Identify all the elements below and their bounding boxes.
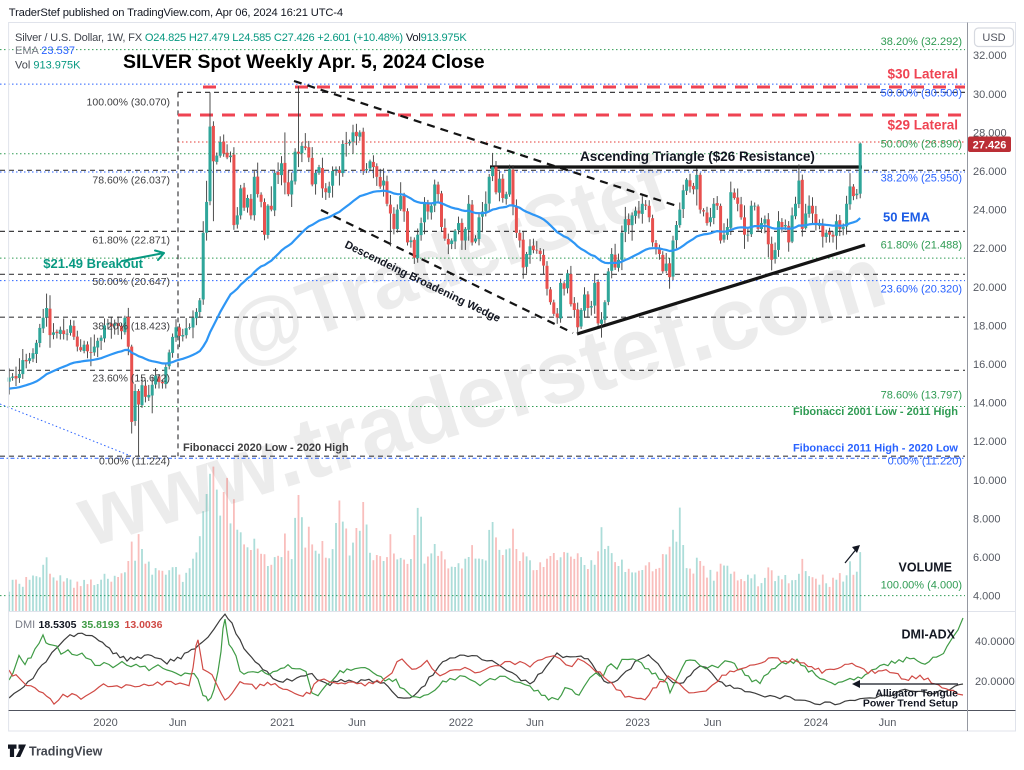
svg-text:23.60% (20.320): 23.60% (20.320) [881, 284, 962, 296]
svg-text:4.000: 4.000 [973, 591, 1001, 603]
svg-text:12.000: 12.000 [973, 436, 1007, 448]
svg-text:78.60% (13.797): 78.60% (13.797) [881, 390, 962, 402]
svg-text:38.20% (32.292): 38.20% (32.292) [881, 36, 962, 48]
svg-text:50 EMA: 50 EMA [883, 210, 931, 225]
svg-text:Fibonacci 2011 High - 2020 Low: Fibonacci 2011 High - 2020 Low [793, 443, 958, 455]
svg-text:Jun: Jun [879, 717, 897, 729]
svg-text:VOLUME: VOLUME [899, 561, 952, 575]
svg-text:20.000: 20.000 [973, 282, 1007, 294]
svg-text:32.000: 32.000 [973, 50, 1007, 62]
svg-text:Fibonacci 2020 Low - 2020 High: Fibonacci 2020 Low - 2020 High [183, 442, 349, 454]
svg-text:38.20% (18.423): 38.20% (18.423) [92, 321, 170, 333]
svg-text:50.00% (20.647): 50.00% (20.647) [92, 276, 170, 288]
svg-text:16.000: 16.000 [973, 359, 1007, 371]
svg-text:Fibonacci 2001 Low - 2011 High: Fibonacci 2001 Low - 2011 High [793, 406, 958, 418]
svg-text:Ascending Triangle ($26 Resist: Ascending Triangle ($26 Resistance) [580, 149, 815, 164]
svg-text:TradingView: TradingView [29, 745, 103, 759]
svg-text:14.000: 14.000 [973, 398, 1007, 410]
svg-text:27.426: 27.426 [973, 140, 1007, 152]
svg-text:Alligator Tongue: Alligator Tongue [875, 688, 958, 700]
svg-text:61.80% (22.871): 61.80% (22.871) [92, 235, 170, 247]
svg-text:24.000: 24.000 [973, 205, 1007, 217]
svg-text:40.0000: 40.0000 [975, 636, 1015, 648]
svg-text:2021: 2021 [270, 717, 294, 729]
svg-text:Power Trend Setup: Power Trend Setup [863, 698, 958, 710]
svg-text:100.00% (4.000): 100.00% (4.000) [881, 580, 962, 592]
svg-text:TraderStef published on Tradin: TraderStef published on TradingView.com,… [9, 7, 343, 19]
svg-text:28.000: 28.000 [973, 127, 1007, 139]
svg-text:61.80% (21.488): 61.80% (21.488) [881, 240, 962, 252]
svg-text:50.00% (30.500): 50.00% (30.500) [881, 88, 962, 100]
svg-text:Jun: Jun [348, 717, 366, 729]
svg-text:2023: 2023 [625, 717, 649, 729]
svg-text:$29 Lateral: $29 Lateral [887, 118, 958, 133]
svg-text:50.00% (26.890): 50.00% (26.890) [881, 139, 962, 151]
svg-text:26.000: 26.000 [973, 166, 1007, 178]
svg-text:EMA 23.537: EMA 23.537 [15, 45, 75, 57]
svg-text:38.20% (25.950): 38.20% (25.950) [881, 173, 962, 185]
svg-text:Silver / U.S. Dollar, 1W, FX O: Silver / U.S. Dollar, 1W, FX O24.825 H27… [15, 32, 467, 44]
svg-text:35.8193: 35.8193 [82, 619, 120, 631]
svg-text:6.000: 6.000 [973, 552, 1001, 564]
svg-text:100.00% (30.070): 100.00% (30.070) [87, 97, 170, 109]
svg-text:18.5305: 18.5305 [39, 619, 77, 631]
svg-text:13.0036: 13.0036 [125, 619, 163, 631]
svg-text:78.60% (26.037): 78.60% (26.037) [92, 175, 170, 187]
svg-text:2024: 2024 [804, 717, 828, 729]
svg-text:23.60% (15.672): 23.60% (15.672) [92, 373, 170, 385]
svg-text:0.00% (11.220): 0.00% (11.220) [888, 456, 962, 468]
svg-text:18.000: 18.000 [973, 320, 1007, 332]
svg-text:DMI-ADX: DMI-ADX [902, 628, 956, 642]
svg-text:10.000: 10.000 [973, 475, 1007, 487]
svg-text:USD: USD [982, 32, 1005, 44]
svg-text:0.00% (11.224): 0.00% (11.224) [99, 456, 170, 468]
svg-text:Jun: Jun [169, 717, 187, 729]
svg-text:$21.49 Breakout: $21.49 Breakout [43, 256, 143, 271]
svg-text:SILVER Spot Weekly Apr. 5, 202: SILVER Spot Weekly Apr. 5, 2024 Close [123, 51, 485, 73]
svg-text:20.0000: 20.0000 [975, 676, 1015, 688]
svg-text:2020: 2020 [93, 717, 117, 729]
svg-text:30.000: 30.000 [973, 89, 1007, 101]
svg-text:Jun: Jun [526, 717, 544, 729]
svg-text:$30 Lateral: $30 Lateral [887, 67, 958, 82]
svg-text:DMI: DMI [15, 619, 35, 631]
svg-text:Vol 913.975K: Vol 913.975K [15, 60, 81, 72]
svg-text:Jun: Jun [704, 717, 722, 729]
svg-text:22.000: 22.000 [973, 243, 1007, 255]
svg-text:2022: 2022 [449, 717, 473, 729]
svg-text:8.000: 8.000 [973, 513, 1001, 525]
